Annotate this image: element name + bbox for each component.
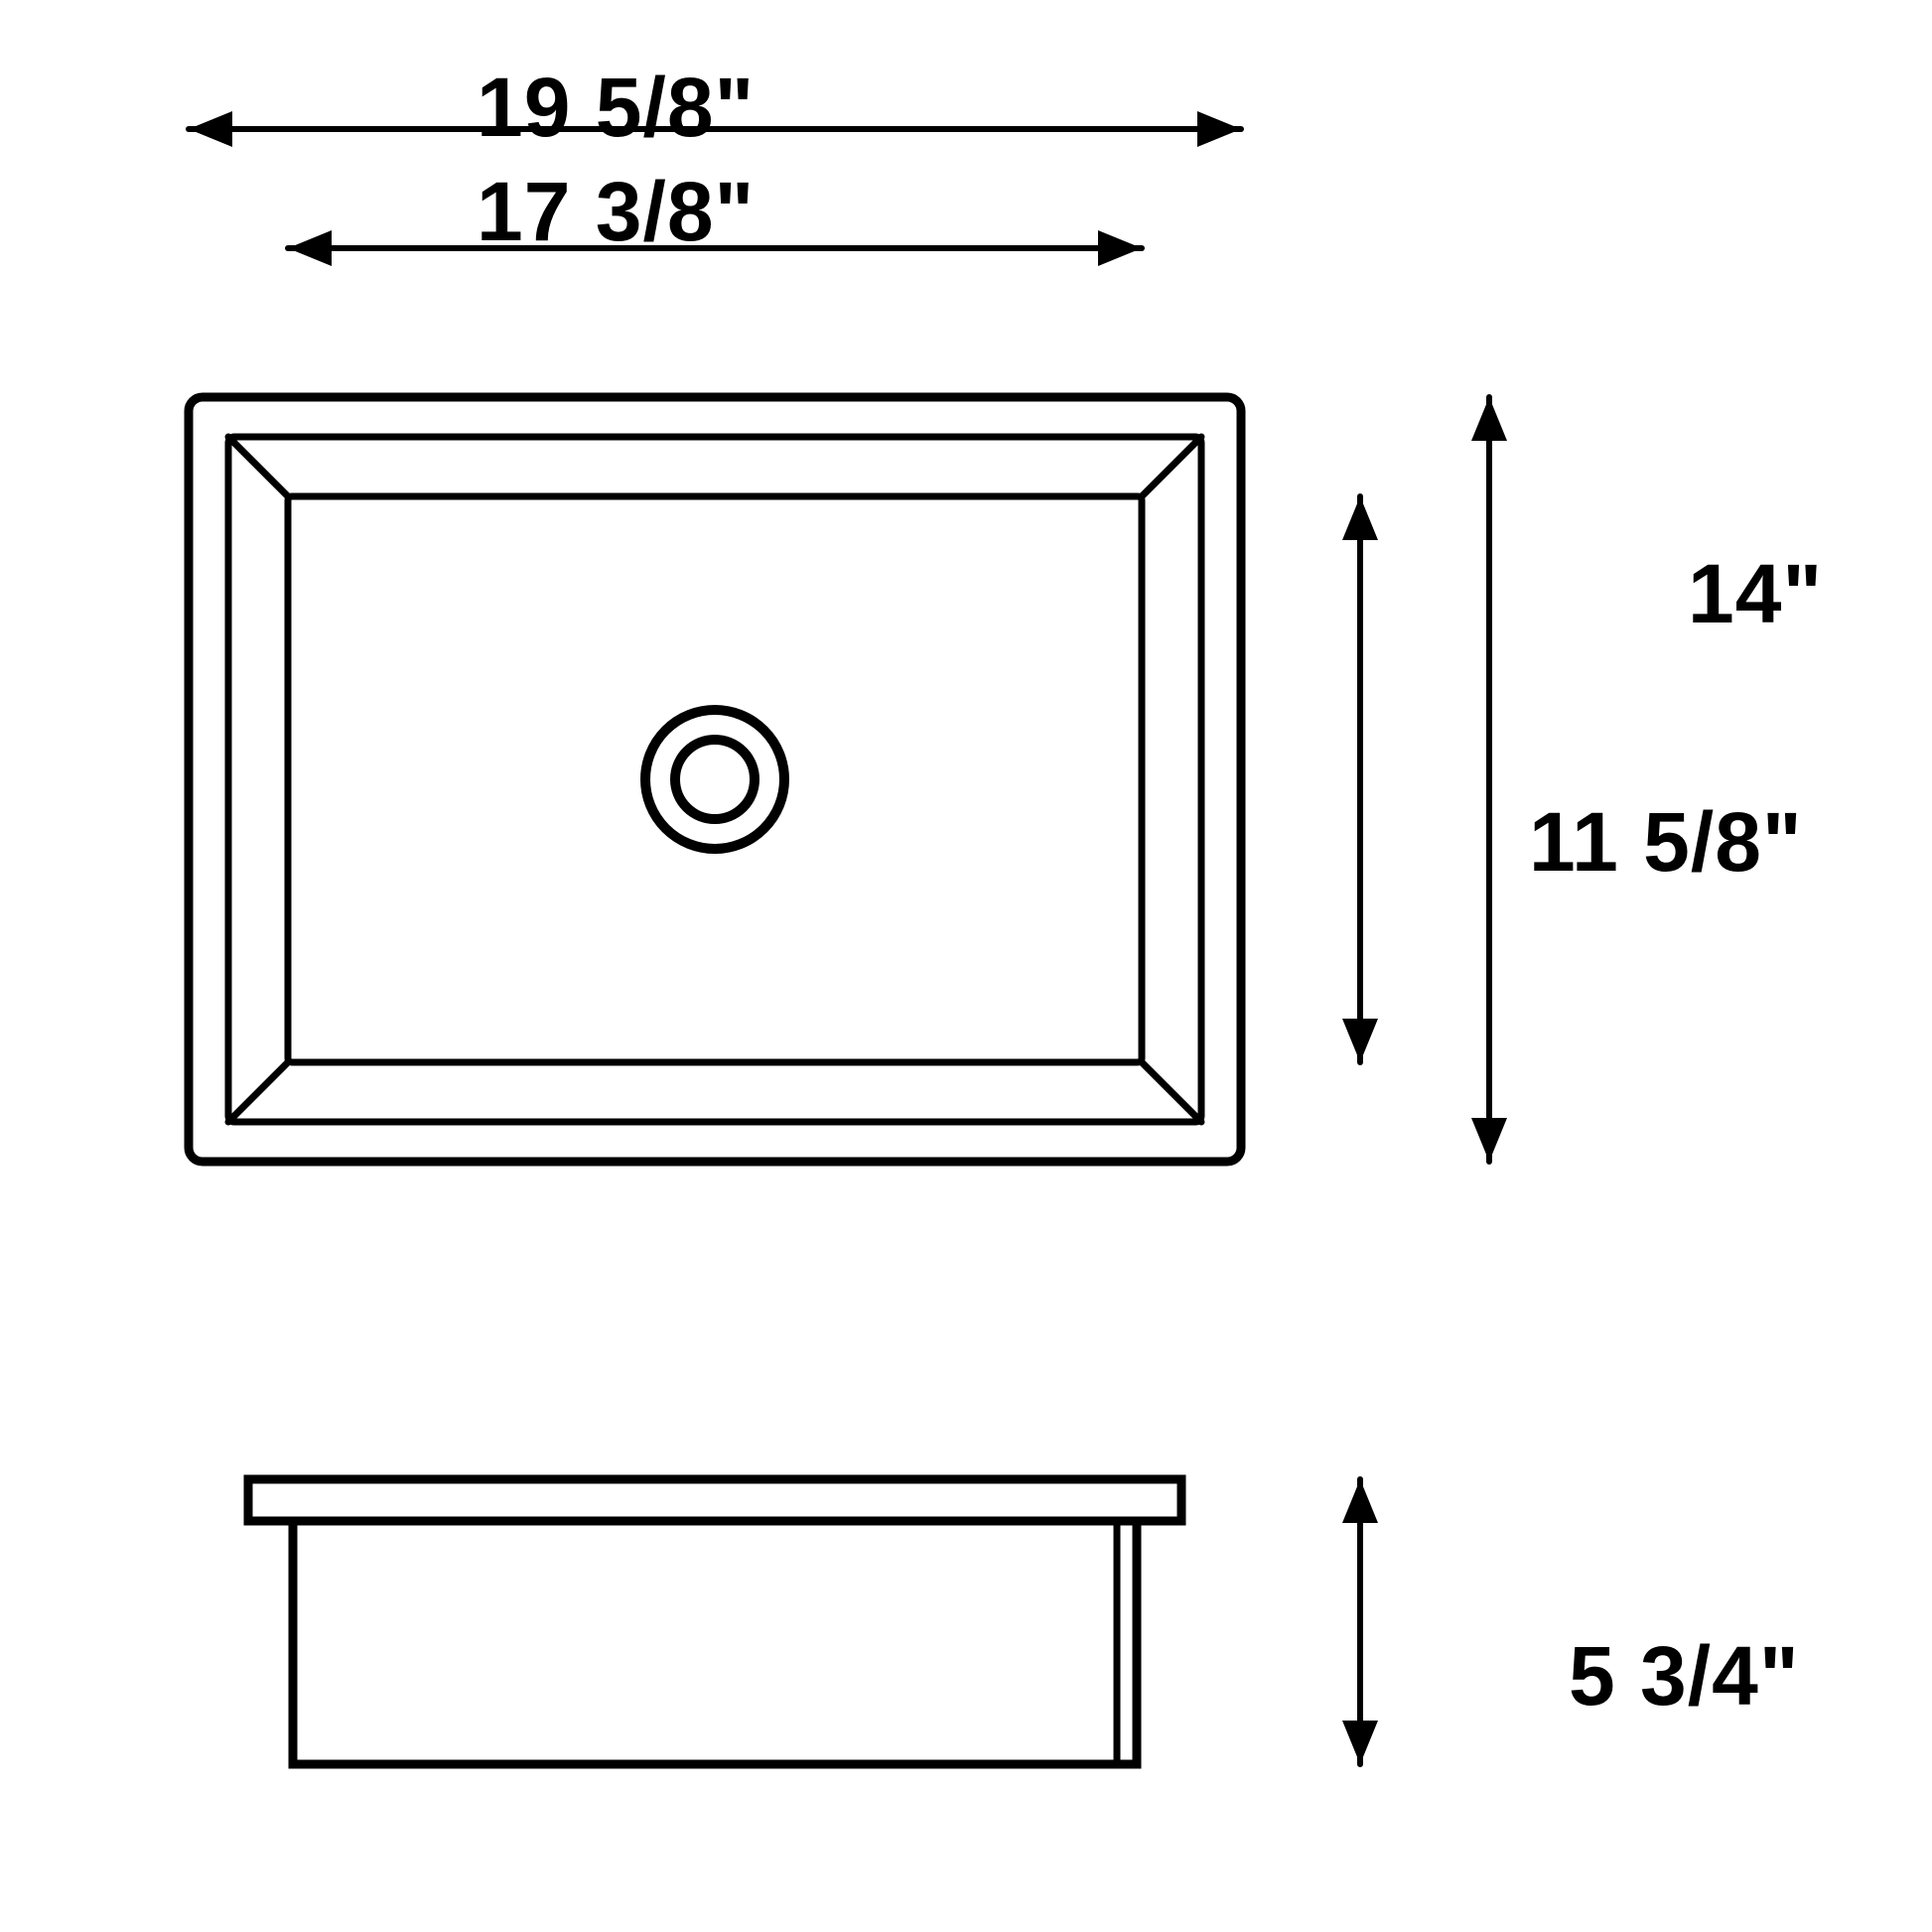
dim-label-depth: 5 3/4" xyxy=(1569,1628,1800,1725)
dim-label-height-inner: 11 5/8" xyxy=(1529,794,1803,891)
dim-label-width-outer: 19 5/8" xyxy=(477,60,755,156)
dim-label-width-inner: 17 3/8" xyxy=(477,164,755,260)
dim-label-height-outer: 14" xyxy=(1688,546,1823,642)
diagram-stage: 19 5/8" 17 3/8" 14" 11 5/8" 5 3/4" xyxy=(0,0,1932,1932)
